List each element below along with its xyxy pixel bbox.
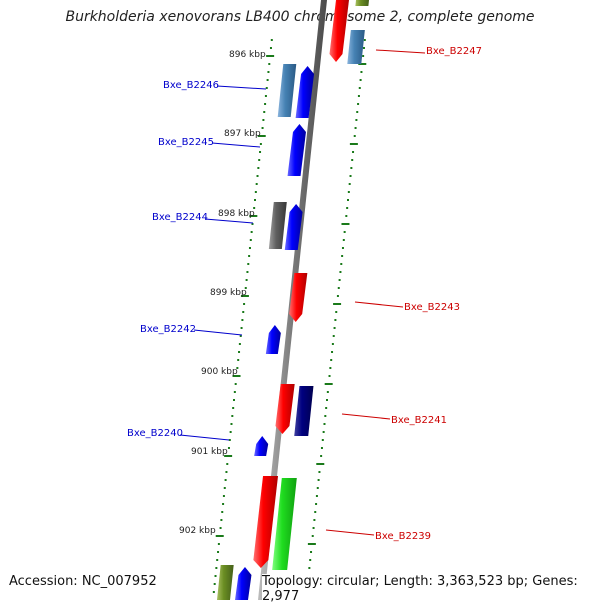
kbp-label: 896 kbp bbox=[229, 50, 266, 60]
feature-b2241-red[interactable] bbox=[275, 384, 295, 434]
feature-b2240-blue[interactable] bbox=[254, 436, 269, 456]
feature-b2242-blue[interactable] bbox=[265, 325, 281, 354]
feature-b2247-steel[interactable] bbox=[347, 30, 365, 64]
kbp-label: 900 kbp bbox=[201, 367, 238, 377]
gene-label-bxe-b2245[interactable]: Bxe_B2245 bbox=[158, 137, 214, 148]
gene-label-bxe-b2242[interactable]: Bxe_B2242 bbox=[140, 324, 196, 335]
kbp-label: 897 kbp bbox=[224, 129, 261, 139]
feature-b2238-blue[interactable] bbox=[235, 567, 252, 600]
feature-b2246-steel[interactable] bbox=[277, 64, 297, 117]
feature-b2238-olive[interactable] bbox=[217, 565, 234, 600]
kbp-labels: 896 kbp 897 kbp 898 kbp 899 kbp 900 kbp … bbox=[179, 50, 266, 536]
tick-marks-left bbox=[212, 39, 275, 593]
gene-label-bxe-b2247[interactable]: Bxe_B2247 bbox=[426, 46, 482, 57]
gene-label-bxe-b2246[interactable]: Bxe_B2246 bbox=[163, 80, 219, 91]
gene-features bbox=[217, 0, 369, 600]
tick-marks-right bbox=[305, 39, 367, 593]
feature-b2239-red[interactable] bbox=[253, 476, 279, 568]
gene-label-bxe-b2241[interactable]: Bxe_B2241 bbox=[391, 415, 447, 426]
kbp-label: 901 kbp bbox=[191, 447, 228, 457]
feature-b2248-olive[interactable] bbox=[355, 0, 369, 6]
feature-b2248-red[interactable] bbox=[329, 0, 349, 62]
gene-label-bxe-b2243[interactable]: Bxe_B2243 bbox=[404, 302, 460, 313]
accession-text: Accession: NC_007952 bbox=[9, 574, 157, 589]
gene-label-bxe-b2244[interactable]: Bxe_B2244 bbox=[152, 212, 208, 223]
gene-labels-right: Bxe_B2247 Bxe_B2243 Bxe_B2241 Bxe_B2239 bbox=[325, 46, 482, 542]
gene-label-bxe-b2239[interactable]: Bxe_B2239 bbox=[375, 531, 431, 542]
feature-b2245-blue[interactable] bbox=[287, 124, 306, 176]
feature-b2244-blue[interactable] bbox=[284, 204, 303, 250]
feature-b2239-green[interactable] bbox=[272, 478, 297, 570]
kbp-label: 899 kbp bbox=[210, 288, 247, 298]
feature-b2243-red[interactable] bbox=[289, 273, 308, 322]
genome-title: Burkholderia xenovorans LB400 chromosome… bbox=[65, 9, 535, 25]
kbp-label: 902 kbp bbox=[179, 526, 216, 536]
kbp-label: 898 kbp bbox=[218, 209, 255, 219]
feature-b2241-navy[interactable] bbox=[294, 386, 314, 436]
feature-b2246-blue[interactable] bbox=[295, 66, 315, 118]
feature-b2244-gray[interactable] bbox=[268, 202, 287, 249]
gene-label-bxe-b2240[interactable]: Bxe_B2240 bbox=[127, 428, 183, 439]
gene-labels-left: Bxe_B2246 Bxe_B2245 Bxe_B2244 Bxe_B2242 … bbox=[127, 80, 267, 441]
